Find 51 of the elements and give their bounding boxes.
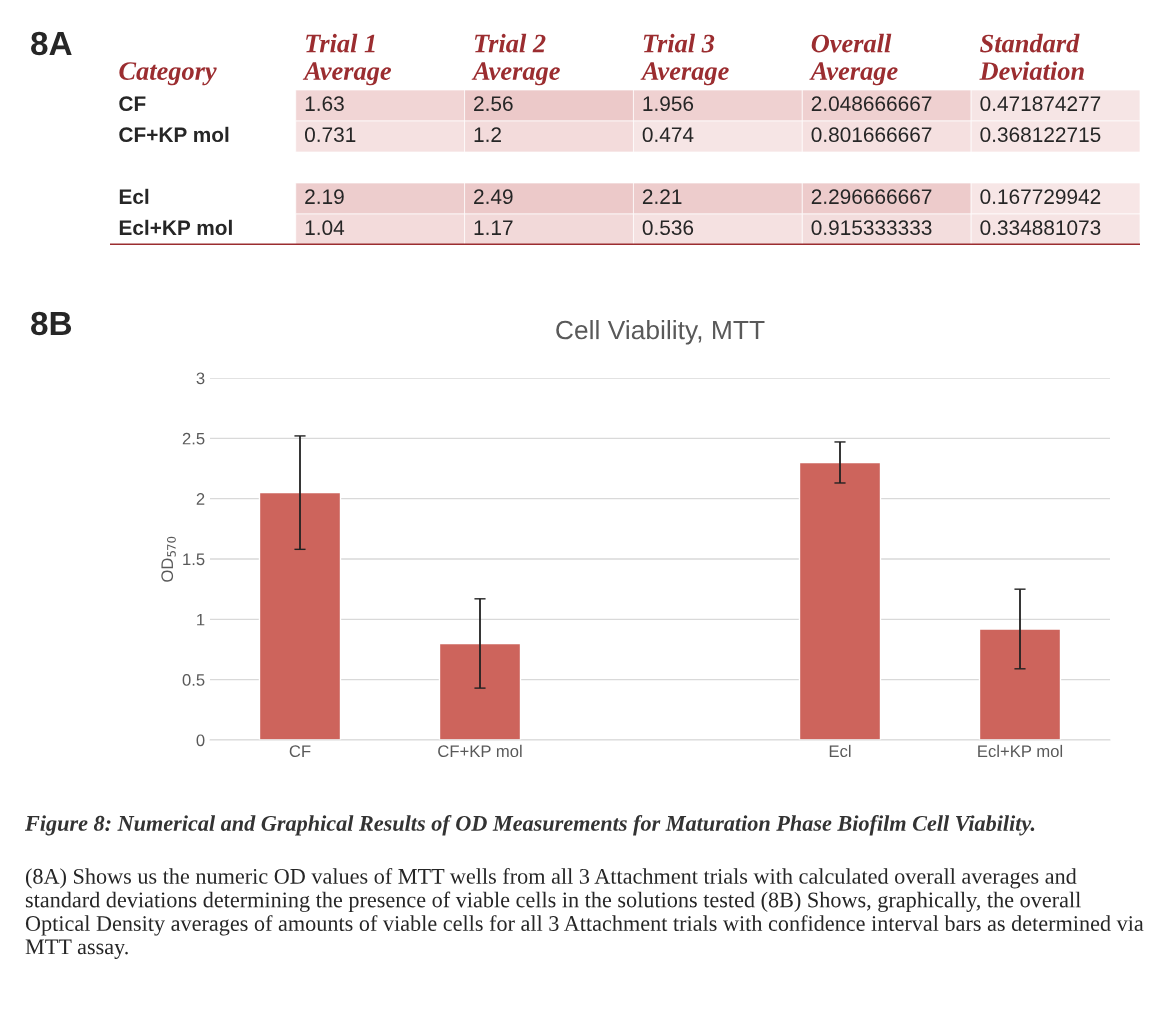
data-label: 0.471874277: [980, 96, 1101, 112]
y-tick-label: Ecl: [119, 188, 149, 205]
data-label: 2.56: [474, 96, 513, 112]
data-label: 1.17: [474, 220, 513, 235]
x-tick-label: Overall Average: [809, 33, 898, 86]
bar: [978, 628, 1062, 740]
data-label: 0.474: [642, 127, 694, 143]
y-tick-label: CF: [119, 96, 146, 112]
y-tick-label: 3: [196, 372, 205, 385]
y-tick-label: 0.5: [182, 674, 205, 686]
data-label: 0.801666667: [811, 127, 932, 143]
y-axis-title: Category: [119, 62, 217, 86]
caption: Figure 8: Numerical and Graphical Results of OD Measurements for Maturation Phase Biofilm Cell Viability.: [24, 815, 1035, 836]
y-tick-label: 2.5: [182, 432, 205, 445]
y-tick-label: 0: [196, 734, 205, 747]
data-label: 0.731: [304, 127, 356, 143]
text: 8B: [31, 311, 72, 336]
data-label: 2.048666667: [811, 96, 932, 112]
y-axis-title: OD$_{570}$: [161, 536, 176, 582]
bar: [438, 642, 522, 740]
data-label: 0.368122715: [980, 127, 1101, 143]
data-label: 2.49: [474, 189, 513, 205]
text: 8A: [31, 31, 72, 56]
y-tick-label: CF+KP mol: [119, 126, 229, 143]
y-tick-label: Ecl+KP mol: [119, 219, 232, 236]
x-tick-label: Standard Deviation: [979, 33, 1084, 80]
bar: [258, 491, 342, 740]
data-label: 0.915333333: [811, 220, 932, 236]
data-label: 1.956: [643, 96, 694, 112]
text: (8A) Shows us the numeric OD values of MTT wells from all 3 Attachment trials with calculated overall averages and standard deviations determining the presence of viable cells in the solutions tested (8B) Shows, graphically, the overall Optical Density averages of amounts of viable cells for all 3 Attachment trials with confidence interval bars as determined via MTT assay.: [25, 868, 1144, 959]
data-label: 2.21: [642, 189, 682, 204]
data-label: 1.63: [305, 96, 344, 112]
bar: [798, 461, 882, 740]
x-tick-label: CF: [289, 745, 311, 758]
data-label: 1.04: [305, 220, 345, 236]
chart-title: Cell Viability, MTT: [556, 319, 765, 345]
x-tick-label: Trial 1 Average: [302, 33, 392, 86]
y-tick-label: 1: [197, 613, 205, 626]
x-tick-label: Ecl+KP mol: [978, 744, 1063, 758]
data-label: 1.2: [474, 127, 501, 142]
data-label: 0.334881073: [980, 220, 1101, 236]
y-tick-label: 2: [196, 493, 205, 505]
data-label: 0.167729942: [980, 189, 1101, 205]
y-tick-label: 1.5: [183, 553, 205, 566]
x-tick-label: Trial 2 Average: [471, 33, 560, 86]
x-tick-label: Ecl: [829, 744, 851, 758]
x-tick-label: Trial 3 Average: [640, 33, 729, 86]
data-label: 0.536: [642, 220, 694, 236]
data-label: 2.296666667: [811, 189, 932, 205]
data-label: 2.19: [305, 189, 344, 205]
x-tick-label: CF+KP mol: [438, 744, 522, 758]
